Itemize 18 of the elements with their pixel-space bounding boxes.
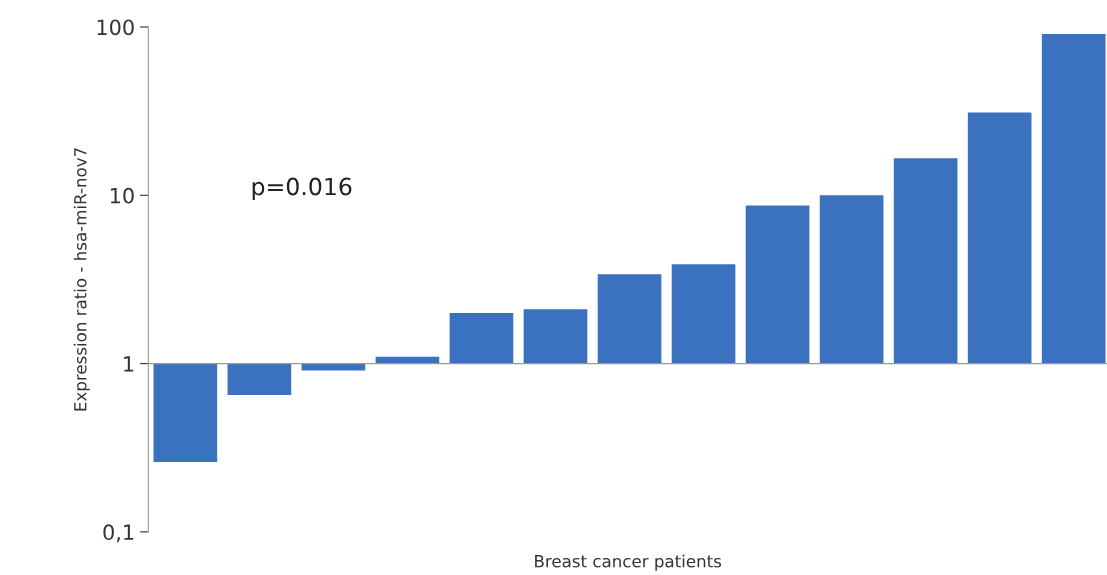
bar <box>523 309 588 364</box>
annotation: p=0.016 <box>252 177 352 200</box>
bar <box>745 205 810 364</box>
bar <box>671 264 736 364</box>
bar <box>967 112 1032 364</box>
y-tick-label: 0,1 <box>103 524 134 543</box>
bar <box>153 363 218 463</box>
y-tick-label: 100 <box>97 19 134 36</box>
bar <box>893 158 958 364</box>
y-tick-label: 10 <box>110 187 134 204</box>
y-axis-title: Expression ratio - hsa-miR-nov7 <box>73 148 90 411</box>
bar <box>227 363 292 396</box>
bar <box>597 274 662 364</box>
bar <box>449 312 514 364</box>
bar <box>1041 33 1106 364</box>
y-tick-label: 1 <box>124 356 134 372</box>
bar <box>819 195 884 364</box>
x-axis-title: Breast cancer patients <box>535 554 722 571</box>
